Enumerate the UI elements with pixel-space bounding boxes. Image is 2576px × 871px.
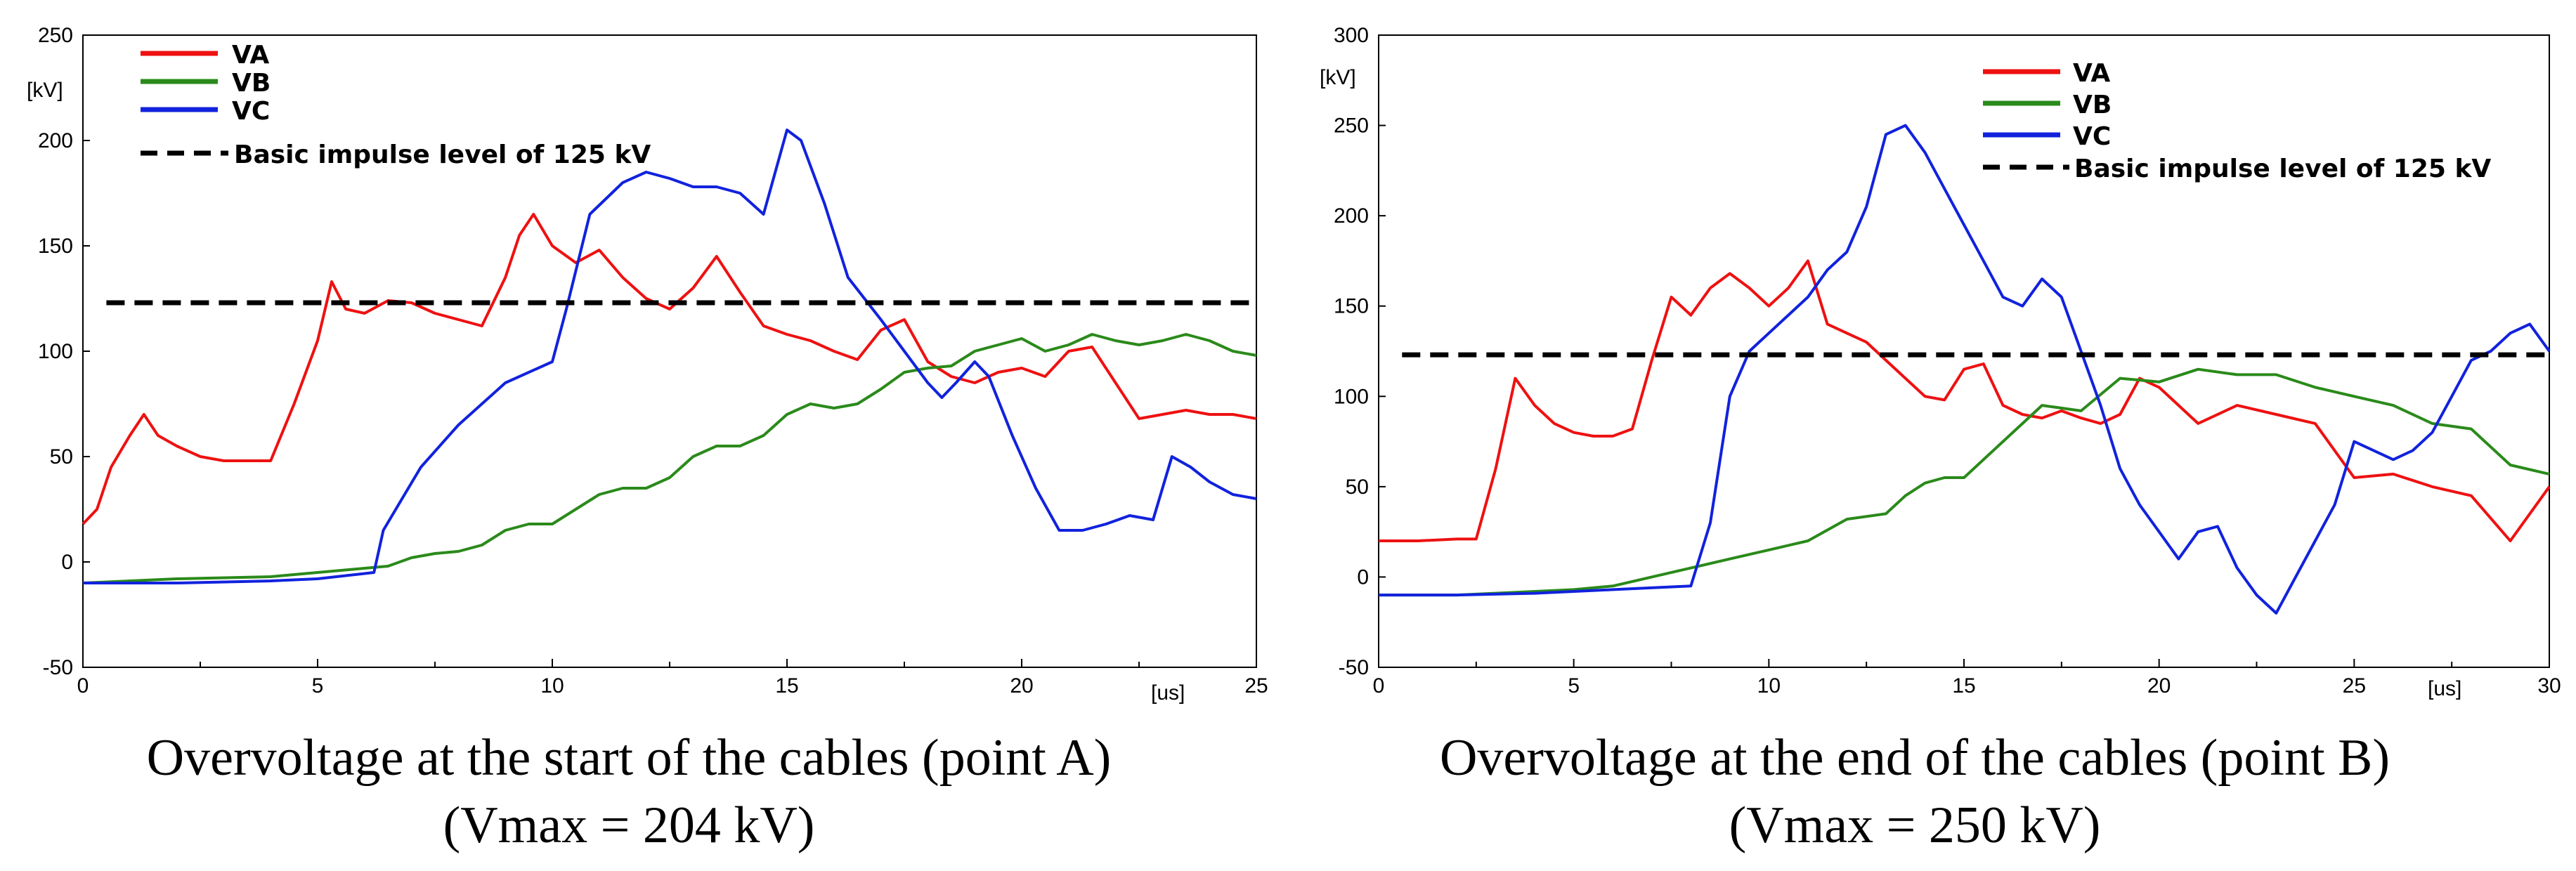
legend-label-bil: Basic impulse level of 125 kV (2074, 155, 2491, 183)
x-tick-label: 30 (2537, 674, 2561, 698)
x-tick-label: 25 (2343, 674, 2366, 698)
x-tick-label: 5 (1568, 674, 1580, 698)
y-tick-label: 250 (38, 24, 73, 47)
y-tick-label: 250 (1334, 114, 1369, 138)
y-axis-unit-label: [kV] (27, 79, 63, 102)
y-tick-label: 200 (38, 129, 73, 152)
y-tick-label: 100 (38, 340, 73, 363)
legend-label-vb: VB (232, 69, 271, 98)
plot-area-frame (82, 34, 1257, 668)
legend-label-va: VA (2073, 59, 2110, 88)
x-tick-label: 25 (1244, 674, 1268, 698)
y-tick-label: 0 (61, 551, 73, 574)
x-tick-label: 0 (77, 674, 89, 698)
x-tick-label: 0 (1373, 674, 1385, 698)
caption-a-line1: Overvoltage at the start of the cables (… (146, 729, 1112, 787)
y-tick-label: 100 (1334, 385, 1369, 408)
legend-label-vc: VC (232, 97, 270, 126)
series-line-vb (82, 333, 1257, 584)
y-tick-label: -50 (1339, 656, 1369, 679)
chart-point-a: [kV] [us] VA VB VC Basic impulse level o… (27, 24, 1268, 705)
y-tick-label: 150 (1334, 295, 1369, 318)
x-tick-label: 20 (2147, 674, 2171, 698)
x-tick-label: 15 (775, 674, 798, 698)
legend-label-va: VA (232, 41, 269, 70)
x-axis-unit-label: [us] (2428, 677, 2461, 700)
y-tick-label: 50 (50, 445, 73, 469)
x-axis-unit-label: [us] (1151, 681, 1185, 705)
y-tick-label: 300 (1334, 24, 1369, 47)
legend-label-vc: VC (2073, 122, 2111, 151)
series-line-vc (83, 129, 1257, 584)
caption-b-line2: (Vmax = 250 kV) (1729, 797, 2101, 854)
caption-b-line1: Overvoltage at the end of the cables (po… (1439, 729, 2390, 787)
series-line-va (82, 213, 1257, 525)
x-tick-label: 10 (1757, 674, 1781, 698)
y-tick-label: -50 (43, 656, 73, 679)
chart-b-legend: VA VB VC Basic impulse level of 125 kV (1983, 59, 2491, 183)
series-line-vb (1379, 367, 2550, 597)
y-tick-label: 150 (38, 235, 73, 258)
plot-area-frame (1378, 34, 2550, 668)
x-tick-label: 5 (312, 674, 324, 698)
legend-label-bil: Basic impulse level of 125 kV (234, 140, 651, 169)
y-tick-label: 50 (1346, 476, 1369, 499)
y-tick-label: 200 (1334, 204, 1369, 228)
chart-a-legend: VA VB VC Basic impulse level of 125 kV (141, 41, 651, 169)
caption-a-line2: (Vmax = 204 kV) (443, 797, 815, 854)
legend-label-vb: VB (2073, 91, 2112, 119)
y-tick-label: 0 (1357, 565, 1369, 589)
y-axis-unit-label: [kV] (1320, 66, 1356, 89)
x-tick-label: 20 (1010, 674, 1033, 698)
chart-point-b: [kV] [us] VA VB VC Basic impulse level o… (1320, 24, 2561, 700)
x-tick-label: 15 (1952, 674, 1975, 698)
x-tick-label: 10 (540, 674, 564, 698)
